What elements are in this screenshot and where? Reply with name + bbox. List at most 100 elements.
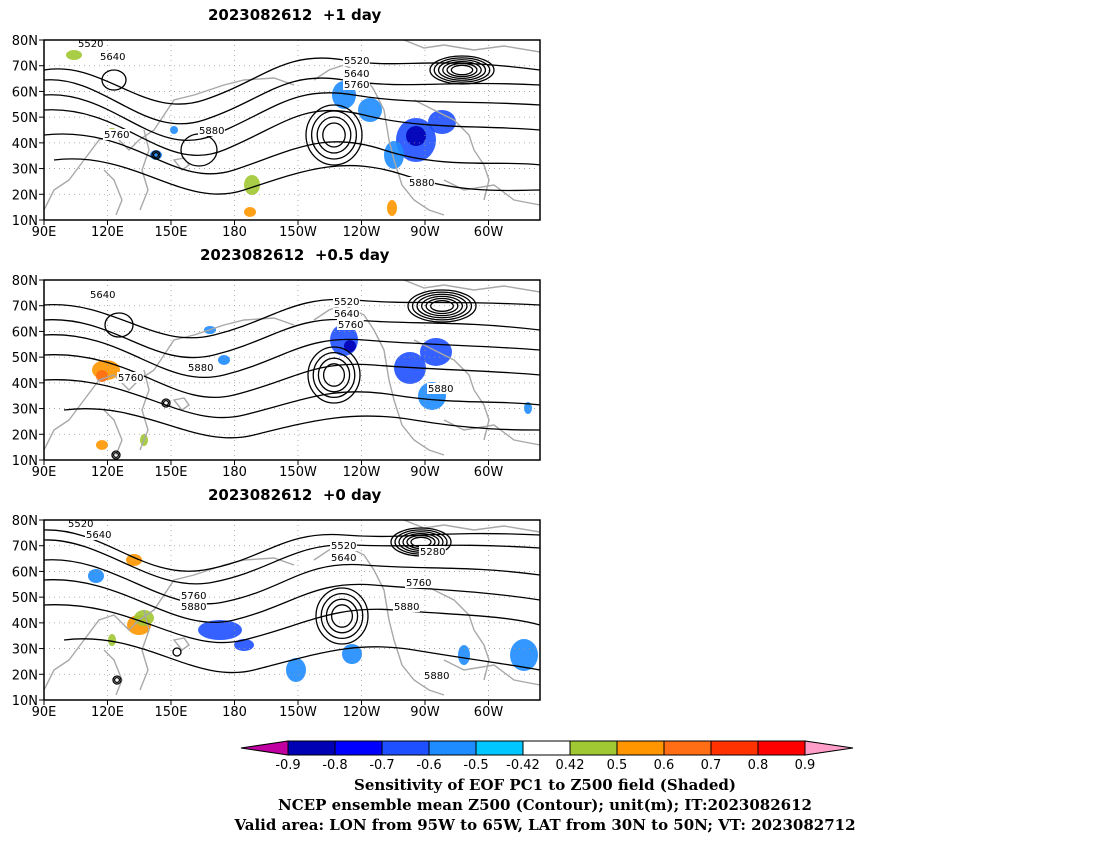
- colorbar-swatch: [710, 740, 759, 756]
- lon-tick-label: 120W: [343, 225, 381, 240]
- sensitivity-shading: [126, 554, 142, 566]
- coastline: [403, 519, 541, 533]
- lon-tick-label: 150E: [154, 465, 187, 480]
- colorbar-tick-label: -0.8: [322, 758, 347, 773]
- z500-closed-contour: [330, 604, 354, 628]
- colorbar-tick-label: 0.9: [795, 758, 816, 773]
- sensitivity-shading: [406, 126, 426, 146]
- lon-tick-label: 90W: [410, 465, 440, 480]
- contour-label: 5880: [181, 602, 206, 613]
- lon-tick-label: 60W: [474, 225, 504, 240]
- coastline: [403, 279, 541, 293]
- contour-label: 5520: [68, 519, 93, 530]
- lat-tick-label: 30N: [12, 643, 38, 658]
- colorbar-tick-label: 0.6: [654, 758, 675, 773]
- lon-tick-label: 90W: [410, 705, 440, 720]
- contour-label: 5760: [104, 130, 129, 141]
- lon-tick-label: 120W: [343, 465, 381, 480]
- lat-tick-label: 20N: [12, 188, 38, 203]
- footer-contour-caption: NCEP ensemble mean Z500 (Contour); unit(…: [278, 796, 812, 814]
- z500-contour: [63, 638, 541, 674]
- colorbar-swatch: [428, 740, 477, 756]
- colorbar-high-arrow: [804, 740, 854, 756]
- lat-tick-label: 30N: [12, 403, 38, 418]
- z500-contour: [43, 604, 541, 644]
- panel-3-title: 2023082612 +0 day: [208, 486, 382, 504]
- sensitivity-shading: [420, 338, 452, 366]
- z500-closed-contour: [320, 592, 364, 640]
- contour-label-bg: [393, 601, 420, 612]
- lat-tick-label: 60N: [12, 325, 38, 340]
- coastline: [443, 419, 541, 446]
- contour-label-bg: [330, 552, 357, 563]
- map-frame: [43, 39, 541, 221]
- lat-tick-label: 10N: [12, 454, 38, 469]
- contour-label: 5640: [331, 553, 356, 564]
- contour-label-bg: [85, 529, 112, 540]
- sensitivity-shading: [358, 98, 382, 122]
- z500-closed-contour: [307, 346, 361, 404]
- z500-closed-contour: [111, 450, 121, 460]
- z500-closed-contour: [317, 357, 351, 393]
- contour-label-bg: [343, 68, 370, 79]
- coastline: [413, 579, 490, 681]
- z500-closed-contour: [151, 150, 161, 160]
- contour-label-bg: [89, 289, 116, 300]
- colorbar-swatch: [569, 740, 618, 756]
- coastline: [443, 659, 541, 686]
- lat-tick-label: 50N: [12, 111, 38, 126]
- sensitivity-shading: [524, 402, 532, 414]
- z500-closed-contour: [437, 59, 487, 81]
- colorbar-tick-label: -0.9: [275, 758, 300, 773]
- sensitivity-shading: [458, 645, 470, 665]
- colorbar-swatch: [381, 740, 430, 756]
- lat-tick-label: 60N: [12, 85, 38, 100]
- contour-label: 5880: [424, 671, 449, 682]
- coastline: [413, 339, 490, 441]
- sensitivity-shading: [234, 639, 254, 651]
- z500-contour: [43, 57, 541, 105]
- lon-tick-label: 60W: [474, 705, 504, 720]
- sensitivity-shading: [384, 141, 404, 169]
- z500-closed-contour: [416, 293, 468, 319]
- lon-tick-label: 90W: [410, 225, 440, 240]
- z500-contour: [53, 158, 541, 195]
- z500-closed-contour: [162, 399, 170, 407]
- z500-closed-contour: [172, 647, 182, 657]
- colorbar-tick-label: 0.7: [701, 758, 722, 773]
- coastline: [139, 369, 150, 451]
- coastline: [172, 637, 190, 651]
- coastline: [103, 409, 123, 456]
- contour-label-bg: [333, 308, 360, 319]
- lat-tick-label: 40N: [12, 377, 38, 392]
- contour-label: 5640: [86, 530, 111, 541]
- z500-closed-contour: [152, 151, 160, 159]
- z500-contour: [43, 559, 541, 605]
- lat-tick-label: 40N: [12, 137, 38, 152]
- contour-label: 5760: [118, 373, 143, 384]
- colorbar-swatch: [475, 740, 524, 756]
- lon-tick-label: 150W: [279, 465, 317, 480]
- z500-closed-contour: [433, 57, 491, 83]
- sensitivity-shading: [244, 175, 260, 195]
- lon-tick-label: 60W: [474, 465, 504, 480]
- lat-tick-label: 70N: [12, 300, 38, 315]
- contour-label: 5760: [181, 591, 206, 602]
- map-panel-2: 564057605880552056405760588080N70N60N50N…: [12, 274, 541, 480]
- z500-closed-contour: [429, 55, 495, 85]
- z500-closed-contour: [305, 104, 363, 166]
- contour-label-bg: [103, 129, 130, 140]
- contour-label: 5760: [344, 80, 369, 91]
- z500-closed-contour: [325, 598, 359, 634]
- contour-label-bg: [180, 590, 207, 601]
- contour-label-bg: [427, 383, 454, 394]
- contour-label-bg: [333, 296, 360, 307]
- z500-contour: [43, 334, 541, 378]
- lon-tick-label: 120E: [91, 465, 124, 480]
- lon-tick-label: 90E: [32, 225, 57, 240]
- contour-label-bg: [330, 540, 357, 551]
- lat-tick-label: 50N: [12, 591, 38, 606]
- contour-label-bg: [343, 79, 370, 90]
- z500-contour: [43, 109, 541, 156]
